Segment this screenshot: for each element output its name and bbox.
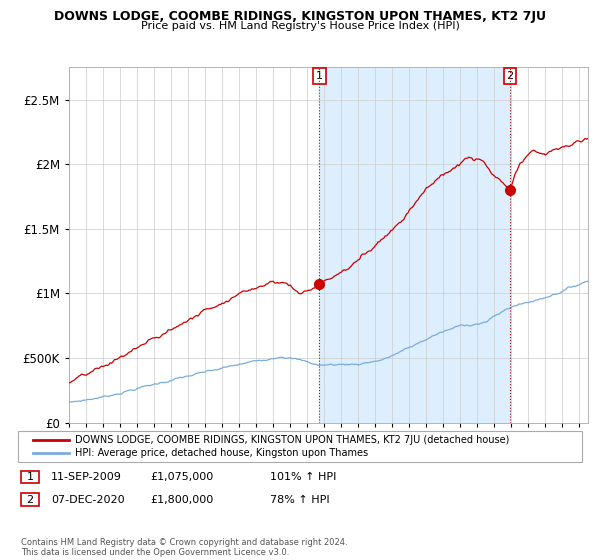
Text: 2: 2 <box>26 494 34 505</box>
Text: 07-DEC-2020: 07-DEC-2020 <box>51 494 125 505</box>
Text: £1,075,000: £1,075,000 <box>150 472 213 482</box>
Text: 101% ↑ HPI: 101% ↑ HPI <box>270 472 337 482</box>
Text: 1: 1 <box>316 71 323 81</box>
Bar <box>319 67 510 423</box>
Text: HPI: Average price, detached house, Kingston upon Thames: HPI: Average price, detached house, King… <box>75 449 368 459</box>
Text: 2: 2 <box>506 71 514 81</box>
Text: Contains HM Land Registry data © Crown copyright and database right 2024.
This d: Contains HM Land Registry data © Crown c… <box>21 538 347 557</box>
Text: 11-SEP-2009: 11-SEP-2009 <box>51 472 122 482</box>
Text: £1,800,000: £1,800,000 <box>150 494 213 505</box>
Text: Price paid vs. HM Land Registry's House Price Index (HPI): Price paid vs. HM Land Registry's House … <box>140 21 460 31</box>
Text: DOWNS LODGE, COOMBE RIDINGS, KINGSTON UPON THAMES, KT2 7JU (detached house): DOWNS LODGE, COOMBE RIDINGS, KINGSTON UP… <box>75 435 509 445</box>
Text: 1: 1 <box>26 472 34 482</box>
Text: DOWNS LODGE, COOMBE RIDINGS, KINGSTON UPON THAMES, KT2 7JU: DOWNS LODGE, COOMBE RIDINGS, KINGSTON UP… <box>54 10 546 22</box>
Text: 78% ↑ HPI: 78% ↑ HPI <box>270 494 329 505</box>
